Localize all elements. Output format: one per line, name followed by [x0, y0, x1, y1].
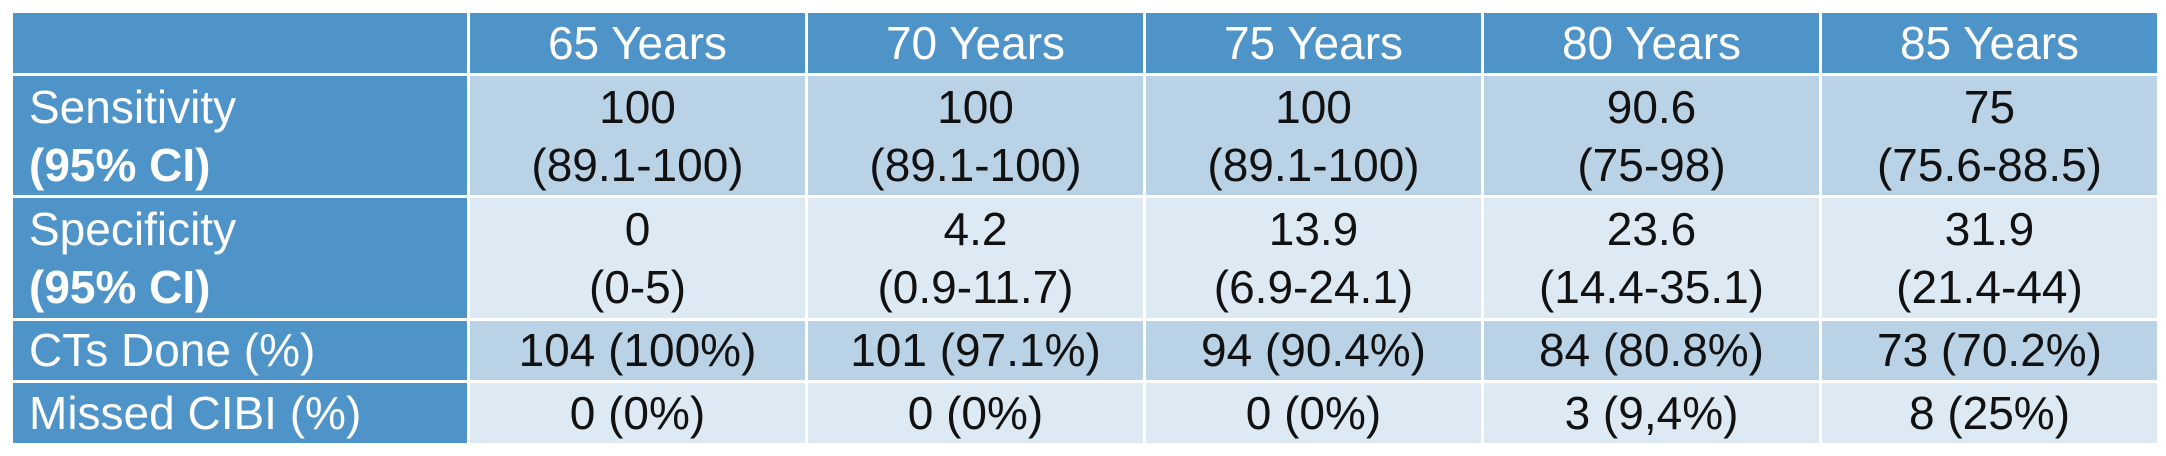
table-cell: 0 (0%) [1143, 380, 1484, 446]
header-row: 65 Years 70 Years 75 Years 80 Years 85 Y… [10, 10, 2160, 76]
cell-ci: (75.6-88.5) [1876, 138, 2102, 191]
column-header-85: 85 Years [1819, 10, 2160, 76]
table-cell: 0 (0%) [467, 380, 808, 446]
cell-ci: (75-98) [1577, 138, 1726, 191]
cell-ci: (21.4-44) [1896, 260, 2083, 313]
table-cell: 13.9 (6.9-24.1) [1143, 195, 1484, 321]
cell-value: 75 [1963, 80, 2016, 133]
cell-value: 23.6 [1606, 202, 1697, 255]
table-cell: 0 (0-5) [467, 195, 808, 321]
table-cell: 100 (89.1-100) [805, 72, 1146, 199]
column-header-70: 70 Years [805, 10, 1146, 76]
table-cell: 90.6 (75-98) [1481, 72, 1822, 199]
row-label-missed-cibi: Missed CIBI (%) [10, 380, 470, 446]
table-cell: 94 (90.4%) [1143, 317, 1484, 384]
cell-ci: (89.1-100) [869, 138, 1082, 191]
row-label-cts-done: CTs Done (%) [10, 317, 470, 384]
table-cell: 3 (9,4%) [1481, 380, 1822, 446]
column-header-80: 80 Years [1481, 10, 1822, 76]
column-header-65: 65 Years [467, 10, 808, 76]
missed-cibi-row: Missed CIBI (%) 0 (0%) 0 (0%) 0 (0%) 3 (… [10, 380, 2160, 446]
table-cell: 100 (89.1-100) [467, 72, 808, 199]
column-header-75: 75 Years [1143, 10, 1484, 76]
cell-value: 90.6 [1606, 80, 1697, 133]
cell-value: 100 [1275, 80, 1352, 133]
table-cell: 100 (89.1-100) [1143, 72, 1484, 199]
table-cell: 84 (80.8%) [1481, 317, 1822, 384]
cell-ci: (6.9-24.1) [1213, 260, 1414, 313]
table-cell: 31.9 (21.4-44) [1819, 195, 2160, 321]
cell-ci: (0-5) [588, 260, 687, 313]
header-corner-cell [10, 10, 470, 76]
table-cell: 8 (25%) [1819, 380, 2160, 446]
row-label-specificity: Specificity (95% CI) [10, 195, 470, 321]
cell-ci: (89.1-100) [1207, 138, 1420, 191]
table-cell: 0 (0%) [805, 380, 1146, 446]
cell-value: 100 [599, 80, 676, 133]
cell-value: 4.2 [943, 202, 1008, 255]
table-cell: 104 (100%) [467, 317, 808, 384]
row-label-main: Specificity [29, 202, 237, 255]
cell-value: 100 [937, 80, 1014, 133]
table-cell: 73 (70.2%) [1819, 317, 2160, 384]
table-cell: 4.2 (0.9-11.7) [805, 195, 1146, 321]
table-cell: 23.6 (14.4-35.1) [1481, 195, 1822, 321]
table-cell: 75 (75.6-88.5) [1819, 72, 2160, 199]
cts-done-row: CTs Done (%) 104 (100%) 101 (97.1%) 94 (… [10, 317, 2160, 384]
row-label-sensitivity: Sensitivity (95% CI) [10, 72, 470, 199]
cell-value: 31.9 [1944, 202, 2035, 255]
cell-value: 0 [624, 202, 651, 255]
table-cell: 101 (97.1%) [805, 317, 1146, 384]
cell-ci: (0.9-11.7) [877, 260, 1074, 313]
row-label-main: Sensitivity [29, 80, 237, 133]
cell-ci: (14.4-35.1) [1538, 260, 1764, 313]
results-table-container: 65 Years 70 Years 75 Years 80 Years 85 Y… [10, 10, 2160, 446]
cell-ci: (89.1-100) [531, 138, 744, 191]
cell-value: 13.9 [1268, 202, 1359, 255]
sensitivity-row: Sensitivity (95% CI) 100 (89.1-100) 100 … [10, 72, 2160, 199]
age-threshold-results-table: 65 Years 70 Years 75 Years 80 Years 85 Y… [10, 10, 2160, 446]
row-label-ci: (95% CI) [29, 260, 211, 313]
row-label-ci: (95% CI) [29, 138, 211, 191]
specificity-row: Specificity (95% CI) 0 (0-5) 4.2 (0.9-11… [10, 195, 2160, 321]
